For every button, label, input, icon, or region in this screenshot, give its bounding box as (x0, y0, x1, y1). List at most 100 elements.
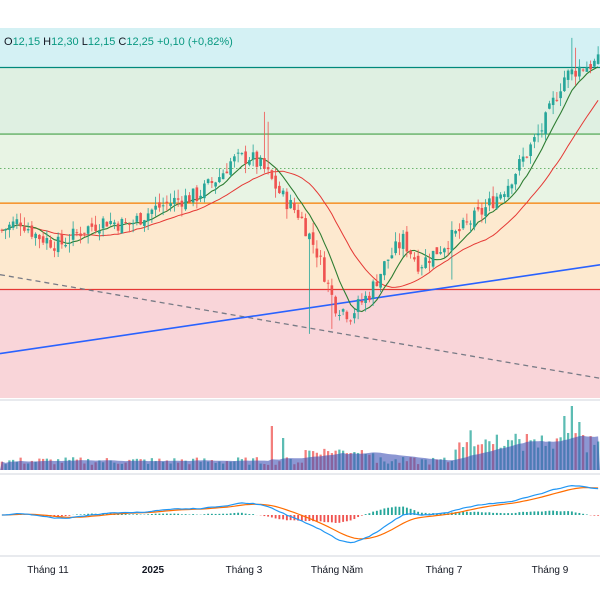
macd-bar (226, 514, 228, 515)
candle-body (428, 261, 431, 263)
candle-body (499, 194, 502, 198)
candle-body (368, 296, 371, 300)
candle-body (102, 218, 105, 228)
macd-bar (556, 511, 558, 515)
macd-bar (177, 514, 179, 515)
macd-bar (563, 511, 565, 515)
candle-body (406, 232, 409, 252)
macd-bar (338, 515, 340, 523)
candle-body (166, 202, 169, 203)
candle-body (301, 217, 304, 218)
macd-bar (128, 514, 130, 515)
candle-body (117, 224, 120, 231)
candle-body (61, 234, 64, 244)
macd-bar (462, 512, 464, 515)
macd-bar (357, 515, 359, 517)
candle-body (158, 202, 161, 207)
candle-body (244, 151, 247, 163)
macd-bar (376, 511, 378, 515)
candle-body (409, 251, 412, 255)
macd-bar (578, 513, 580, 515)
macd-bar (203, 514, 205, 515)
candle-body (391, 255, 394, 258)
macd-bar (158, 514, 160, 515)
macd-bar (470, 512, 472, 515)
candle-body (132, 223, 135, 224)
candle-body (466, 221, 469, 222)
macd-bar (80, 514, 82, 515)
candle-body (316, 249, 319, 258)
macd-bar (575, 512, 577, 515)
candle-body (121, 219, 124, 233)
candle-body (113, 223, 116, 225)
macd-bar (503, 513, 505, 515)
candle-body (503, 194, 506, 197)
macd-bar (571, 511, 573, 515)
macd-bar (582, 514, 584, 515)
candle-body (27, 229, 30, 230)
macd-bar (398, 507, 400, 515)
candle-body (72, 229, 75, 240)
candle-body (458, 229, 461, 231)
candle-body (586, 67, 589, 72)
macd-bar (526, 512, 528, 515)
candle-body (46, 238, 49, 243)
candle-body (578, 67, 581, 77)
macd-bar (316, 515, 318, 522)
candle-body (136, 216, 139, 222)
candle-body (563, 77, 566, 91)
candle-body (83, 233, 86, 234)
candle-body (274, 176, 277, 189)
macd-bar (271, 515, 273, 517)
candle-body (477, 207, 480, 209)
candle-body (473, 211, 476, 228)
candle-body (537, 133, 540, 135)
change-value: +0,10 (+0,82%) (157, 36, 233, 48)
candle-body (38, 235, 41, 239)
candle-body (128, 223, 131, 225)
macd-bar (541, 512, 543, 515)
open-value: 12,15 (13, 36, 41, 48)
macd-bar (155, 514, 157, 515)
candle-body (49, 240, 52, 248)
candle-body (91, 223, 94, 226)
candle-body (432, 251, 435, 267)
macd-bar (368, 513, 370, 515)
x-tick-label: Tháng 11 (27, 565, 69, 576)
candle-body (533, 137, 536, 142)
macd-bar (466, 512, 468, 515)
macd-bar (537, 511, 539, 515)
macd-bar (233, 513, 235, 515)
close-value: 12,25 (126, 36, 154, 48)
candle-body (34, 234, 37, 238)
candle-body (286, 192, 289, 209)
candle-body (19, 223, 22, 227)
candle-body (589, 64, 592, 69)
macd-bar (151, 514, 153, 515)
macd-bar (252, 514, 254, 515)
macd-bar (545, 511, 547, 515)
candle-body (259, 159, 262, 167)
candle-body (597, 54, 600, 64)
candle-body (106, 222, 109, 227)
candle-body (147, 213, 150, 221)
candle-body (361, 301, 364, 302)
macd-bar (383, 508, 385, 515)
macd-bar (507, 513, 509, 515)
candle-body (293, 202, 296, 210)
volume-ma-area (0, 436, 600, 470)
candle-body (319, 256, 322, 257)
candle-body (383, 261, 386, 275)
candle-body (271, 170, 274, 179)
candle-body (349, 320, 352, 321)
candle-body (443, 248, 446, 252)
candle-body (567, 71, 570, 80)
macd-bar (323, 515, 325, 522)
candle-body (379, 274, 382, 288)
macd-bar (511, 513, 513, 515)
macd-bar (83, 514, 85, 515)
macd-bar (515, 513, 517, 515)
macd-bar (282, 515, 284, 519)
